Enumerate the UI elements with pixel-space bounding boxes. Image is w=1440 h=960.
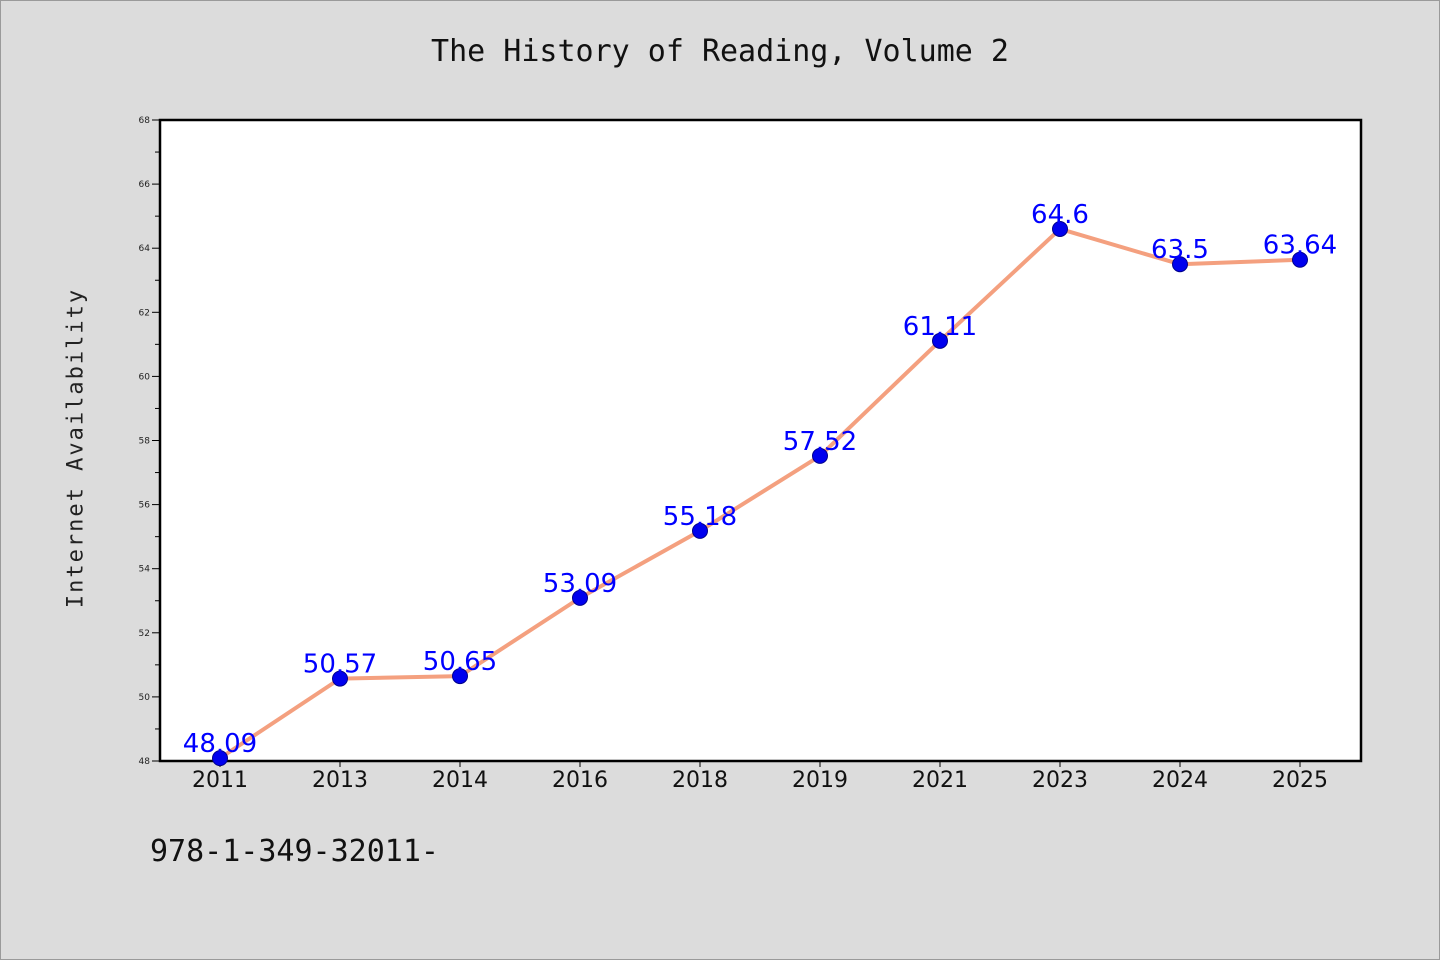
y-tick-label: 58	[139, 437, 151, 447]
data-point-marker	[212, 750, 228, 767]
data-label: 63.64	[1263, 231, 1337, 261]
data-label: 61.11	[903, 312, 977, 342]
data-label: 55.18	[663, 502, 737, 532]
x-tick-label: 2013	[312, 768, 368, 793]
data-markers	[212, 220, 1308, 767]
x-tick-label: 2011	[192, 768, 248, 793]
data-labels: 48.09 50.57 50.65 53.09 55.18 57.52 61.11 64.6 6…	[183, 200, 1337, 759]
data-label: 53.09	[543, 569, 617, 599]
y-tick-label: 48	[139, 757, 151, 767]
y-tick-label: 56	[139, 501, 151, 511]
x-tick-label: 2024	[1152, 768, 1208, 793]
x-tick-label: 2019	[792, 768, 848, 793]
data-point-marker	[932, 332, 948, 349]
x-tick-label: 2023	[1032, 768, 1088, 793]
x-tick-label: 2025	[1272, 768, 1328, 793]
data-point-marker	[1172, 256, 1188, 273]
data-point-marker	[1052, 220, 1068, 237]
y-axis-ticks: 48 50 52 54 56 58 60 62 64 66 68	[139, 116, 160, 767]
data-label: 63.5	[1151, 235, 1209, 265]
data-label: 57.52	[783, 427, 857, 457]
isbn-text: 978-1-349-32011-	[150, 834, 439, 869]
data-point-marker	[572, 589, 588, 606]
series-line	[218, 226, 1302, 761]
data-label: 64.6	[1031, 200, 1089, 230]
x-tick-label: 2018	[672, 768, 728, 793]
y-tick-label: 50	[139, 693, 151, 703]
data-point-marker	[692, 522, 708, 539]
data-point-marker	[812, 447, 828, 464]
y-tick-label: 60	[139, 372, 151, 382]
x-axis-ticks: 2011 2013 2014 2016 2018 2019 2021 2023 2024 2025	[192, 761, 1328, 793]
data-label: 50.57	[303, 650, 377, 680]
y-tick-label: 62	[139, 308, 150, 318]
y-tick-label: 52	[139, 629, 150, 639]
y-tick-label: 66	[139, 180, 151, 190]
y-tick-label: 54	[139, 565, 151, 575]
data-point-marker	[452, 668, 468, 685]
series-line-group	[218, 226, 1302, 761]
x-tick-label: 2021	[912, 768, 968, 793]
x-tick-label: 2014	[432, 768, 488, 793]
data-label: 50.65	[423, 647, 497, 677]
data-point-marker	[332, 670, 348, 687]
y-tick-label: 64	[139, 244, 151, 254]
data-point-marker	[1292, 251, 1308, 268]
plot-area	[158, 118, 1363, 763]
data-label: 48.09	[183, 729, 257, 759]
chart-title: The History of Reading, Volume 2	[431, 34, 1009, 69]
y-tick-label: 68	[139, 116, 151, 126]
x-tick-label: 2016	[552, 768, 608, 793]
